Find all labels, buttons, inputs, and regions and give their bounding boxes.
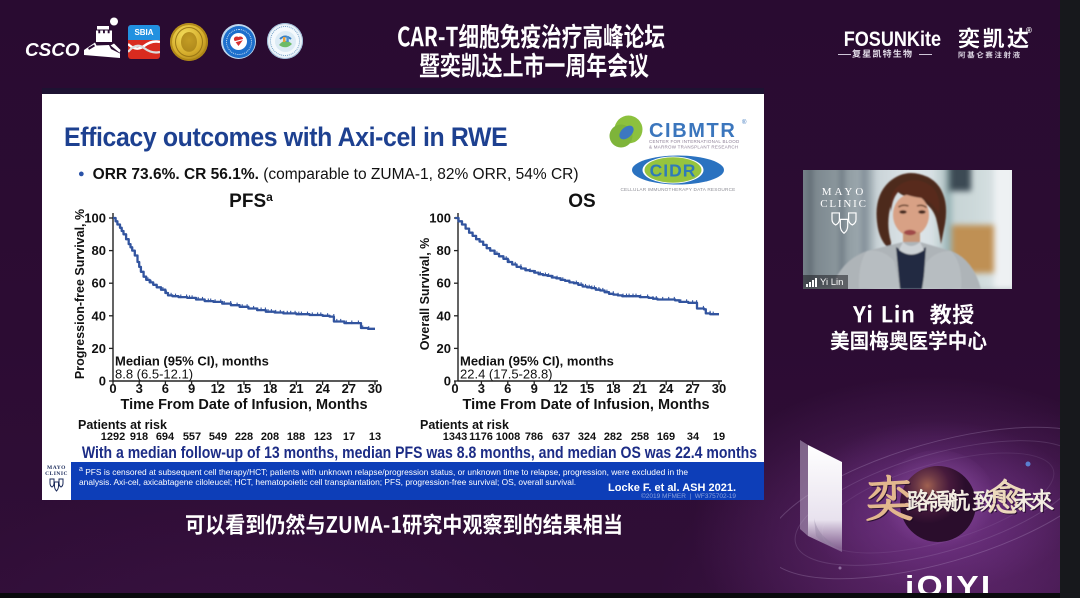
svg-text:6: 6 [162,381,169,396]
svg-text:CENTER FOR INTERNATIONAL BLOOD: CENTER FOR INTERNATIONAL BLOOD [649,139,740,144]
svg-text:22.4 (17.5-28.8): 22.4 (17.5-28.8) [460,367,553,382]
svg-text:0: 0 [109,381,116,396]
svg-text:Time From Date of Infusion, Mo: Time From Date of Infusion, Months [120,397,367,413]
svg-text:CELLULAR IMMUNOTHERAPY DATA RE: CELLULAR IMMUNOTHERAPY DATA RESOURCE [620,187,735,192]
svg-text:27: 27 [342,381,356,396]
svg-text:15: 15 [237,381,251,396]
svg-text:12: 12 [553,381,567,396]
svg-text:0: 0 [99,374,106,389]
svg-text:80: 80 [437,243,451,258]
svg-text:100: 100 [429,211,451,226]
svg-text:18: 18 [606,381,620,396]
svg-text:CIBMTR: CIBMTR [649,120,736,142]
svg-text:Median (95% CI), months: Median (95% CI), months [115,354,269,369]
svg-text:®: ® [742,119,747,126]
svg-text:3: 3 [478,381,485,396]
svg-text:30: 30 [368,381,382,396]
svg-text:6: 6 [504,381,511,396]
svg-text:& MARROW TRANSPLANT RESEARCH: & MARROW TRANSPLANT RESEARCH [649,145,738,150]
svg-text:Progression-free Survival, %: Progression-free Survival, % [73,209,87,379]
svg-text:60: 60 [92,276,106,291]
svg-text:80: 80 [92,243,106,258]
svg-text:40: 40 [437,308,451,323]
svg-text:60: 60 [437,276,451,291]
svg-text:OS: OS [568,191,595,212]
svg-text:Overall Survival, %: Overall Survival, % [418,238,432,351]
svg-text:24: 24 [659,381,674,396]
svg-text:CIDR: CIDR [650,161,697,181]
svg-text:Median (95% CI), months: Median (95% CI), months [460,354,614,369]
svg-text:3: 3 [136,381,143,396]
svg-text:9: 9 [531,381,538,396]
svg-text:8.8 (6.5-12.1): 8.8 (6.5-12.1) [115,367,193,382]
svg-text:20: 20 [437,341,451,356]
svg-text:9: 9 [188,381,195,396]
svg-text:30: 30 [712,381,726,396]
svg-text:0: 0 [444,374,451,389]
svg-text:27: 27 [685,381,699,396]
svg-text:0: 0 [451,381,458,396]
svg-text:18: 18 [263,381,277,396]
svg-text:15: 15 [580,381,594,396]
svg-text:PFSa: PFSa [229,190,273,212]
svg-text:40: 40 [92,308,106,323]
svg-text:Time From Date of Infusion, Mo: Time From Date of Infusion, Months [462,397,709,413]
svg-text:21: 21 [289,381,303,396]
svg-text:20: 20 [92,341,106,356]
svg-text:24: 24 [315,381,330,396]
svg-text:12: 12 [211,381,225,396]
svg-text:21: 21 [633,381,647,396]
svg-text:100: 100 [84,211,106,226]
